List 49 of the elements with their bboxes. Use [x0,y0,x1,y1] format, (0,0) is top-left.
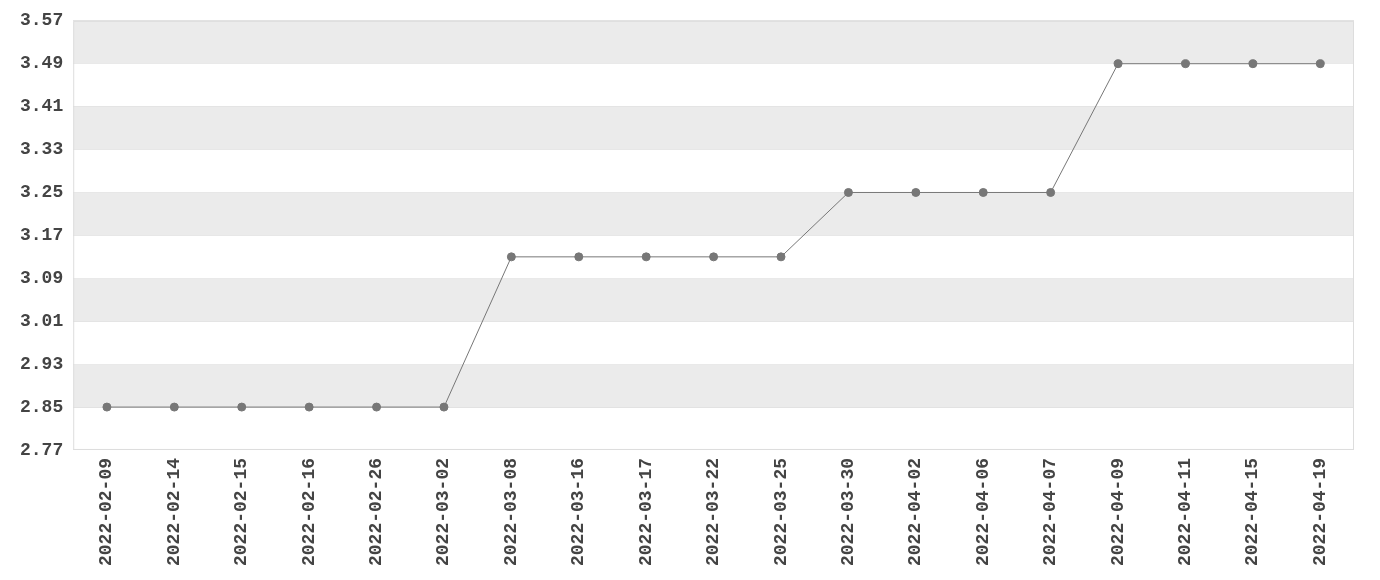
point [439,402,449,412]
point [843,187,853,197]
y-tick-label: 3.41 [19,96,64,117]
y-tick-label: 3.33 [19,139,64,160]
x-tick-label: 2022-03-17 [635,457,656,567]
point [574,252,584,262]
x-tick-label: 2022-03-02 [433,457,454,567]
point [776,252,786,262]
point [1180,59,1190,69]
point [102,402,112,412]
x-tick-label: 2022-04-07 [1040,457,1061,567]
x-tick-label: 2022-04-11 [1175,457,1196,567]
x-tick-label: 2022-03-25 [770,457,791,567]
point [911,187,921,197]
point [1248,59,1258,69]
x-tick-label: 2022-02-26 [366,457,387,567]
x-tick-label: 2022-04-06 [972,457,993,567]
y-tick-label: 2.77 [19,439,64,460]
x-tick-label: 2022-02-15 [231,457,252,567]
x-tick-label: 2022-03-16 [568,457,589,567]
x-tick-label: 2022-02-14 [163,457,184,567]
y-tick-label: 3.17 [19,224,64,245]
point [372,402,382,412]
y-tick-label: 3.01 [19,310,64,331]
x-tick-label: 2022-04-09 [1107,457,1128,567]
point [709,252,719,262]
y-tick-label: 3.49 [19,53,64,74]
point [506,252,516,262]
x-tick-label: 2022-02-09 [96,457,117,567]
point [304,402,314,412]
x-tick-label: 2022-03-30 [837,457,858,567]
x-tick-label: 2022-02-16 [298,457,319,567]
x-tick-label: 2022-04-02 [905,457,926,567]
x-tick-label: 2022-04-19 [1309,457,1330,567]
point [978,187,988,197]
y-tick-label: 3.09 [19,267,64,288]
point [1046,187,1056,197]
point [1315,59,1325,69]
y-tick-label: 2.85 [19,396,64,417]
y-tick-label: 2.93 [19,353,64,374]
x-tick-label: 2022-03-22 [703,457,724,567]
point [1113,59,1123,69]
x-tick-label: 2022-03-08 [500,457,521,567]
x-tick-label: 2022-04-15 [1242,457,1263,567]
point [641,252,651,262]
y-tick-label: 3.25 [19,182,64,202]
point [237,402,247,412]
point [169,402,179,412]
y-tick-label: 3.57 [19,10,64,31]
